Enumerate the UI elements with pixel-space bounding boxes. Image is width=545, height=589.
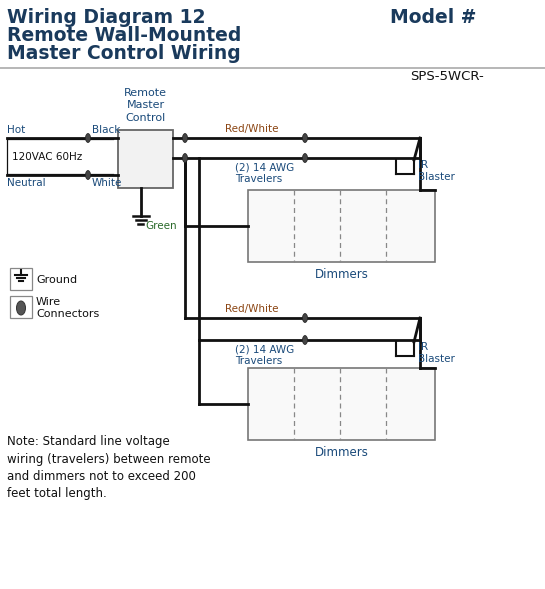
- Text: Dimmers: Dimmers: [314, 268, 368, 281]
- Text: Hot: Hot: [7, 125, 25, 135]
- Bar: [118, 130, 173, 188]
- Text: White: White: [92, 178, 123, 188]
- Text: IR
Blaster: IR Blaster: [418, 160, 455, 181]
- Ellipse shape: [183, 154, 187, 163]
- Ellipse shape: [183, 134, 187, 143]
- Text: Red/White: Red/White: [225, 124, 278, 134]
- Text: Green: Green: [146, 221, 177, 231]
- Bar: [10, 268, 32, 290]
- Text: (2) 14 AWG
Travelers: (2) 14 AWG Travelers: [235, 162, 294, 184]
- Ellipse shape: [86, 134, 90, 143]
- Ellipse shape: [302, 336, 307, 345]
- Ellipse shape: [16, 301, 26, 315]
- Text: Model #: Model #: [390, 8, 476, 27]
- Text: Remote
Master
Control: Remote Master Control: [124, 88, 167, 123]
- Text: Master Control Wiring: Master Control Wiring: [7, 44, 241, 63]
- Ellipse shape: [302, 134, 307, 143]
- Ellipse shape: [302, 313, 307, 323]
- Text: SPS-5WCR-: SPS-5WCR-: [410, 70, 484, 83]
- Text: Neutral: Neutral: [7, 178, 46, 188]
- Ellipse shape: [302, 154, 307, 163]
- Text: Note: Standard line voltage
wiring (travelers) between remote
and dimmers not to: Note: Standard line voltage wiring (trav…: [7, 435, 210, 501]
- Bar: [248, 368, 435, 440]
- Text: IR
Blaster: IR Blaster: [418, 342, 455, 363]
- Bar: [248, 190, 435, 262]
- Text: 120VAC 60Hz: 120VAC 60Hz: [12, 151, 82, 161]
- Text: (2) 14 AWG
Travelers: (2) 14 AWG Travelers: [235, 344, 294, 366]
- Text: Remote Wall-Mounted: Remote Wall-Mounted: [7, 26, 241, 45]
- Text: Ground: Ground: [36, 275, 77, 285]
- Bar: [10, 296, 32, 318]
- Text: Black: Black: [92, 125, 120, 135]
- Text: Dimmers: Dimmers: [314, 446, 368, 459]
- Text: Red/White: Red/White: [225, 304, 278, 314]
- Text: Wiring Diagram 12: Wiring Diagram 12: [7, 8, 205, 27]
- Text: Wire
Connectors: Wire Connectors: [36, 297, 99, 319]
- Ellipse shape: [86, 170, 90, 180]
